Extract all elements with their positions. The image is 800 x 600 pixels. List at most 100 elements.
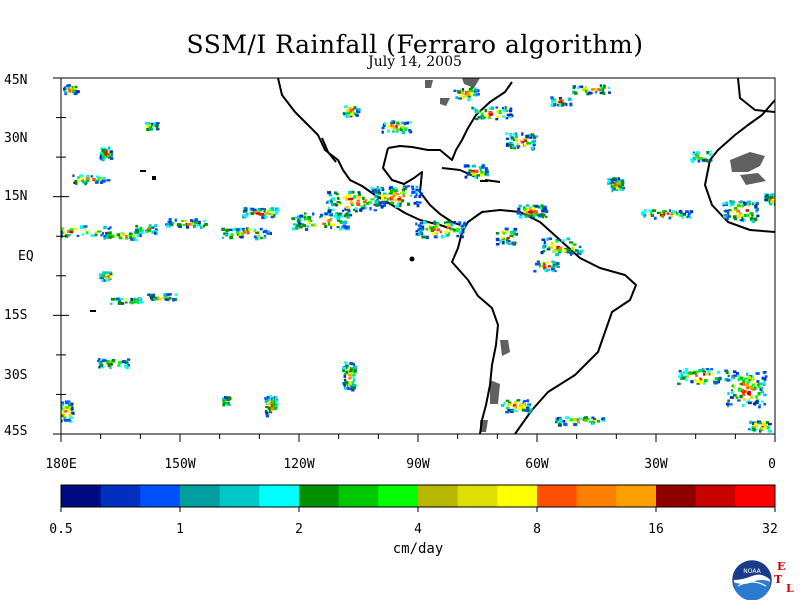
rain-pixel (340, 212, 343, 215)
rain-pixel (500, 404, 505, 407)
rain-pixel (376, 185, 379, 189)
rain-pixel (227, 402, 230, 405)
rain-pixel (139, 297, 142, 301)
rain-pixel (255, 236, 259, 241)
rain-pixel (49, 229, 52, 232)
rain-pixel (764, 198, 768, 202)
rain-pixel (344, 381, 349, 385)
rain-pixel (168, 220, 172, 224)
rain-pixel (353, 363, 356, 366)
rain-pixel (439, 230, 443, 234)
rain-pixel (706, 368, 709, 371)
rain-pixel (753, 382, 758, 385)
rain-pixel (120, 232, 123, 236)
rain-pixel (411, 191, 415, 195)
rain-pixel (339, 228, 343, 231)
rain-pixel (270, 401, 273, 406)
rain-pixel (395, 125, 398, 129)
rain-pixel (299, 214, 303, 218)
rain-pixel (706, 373, 710, 376)
rain-pixel (225, 228, 229, 233)
rain-pixel (696, 151, 699, 155)
rain-pixel (361, 207, 365, 210)
rain-pixel (757, 383, 760, 387)
rain-pixel (110, 156, 114, 160)
rain-pixel (394, 189, 398, 193)
rain-pixel (509, 234, 514, 237)
rain-pixel (516, 399, 520, 402)
rain-pixel (368, 201, 372, 204)
rain-pixel (724, 209, 729, 213)
rain-pixel (380, 186, 384, 190)
rain-pixel (297, 215, 300, 219)
rain-pixel (146, 122, 150, 126)
rain-pixel (400, 125, 405, 129)
rain-pixel (561, 102, 564, 105)
rain-pixel (410, 194, 413, 197)
rain-pixel (519, 405, 524, 409)
rain-pixel (230, 233, 234, 237)
rain-pixel (730, 390, 734, 395)
rain-pixel (265, 211, 269, 215)
rain-pixel (63, 87, 66, 91)
rain-pixel (601, 417, 606, 420)
rain-pixel (294, 216, 299, 219)
rain-pixel (330, 202, 334, 206)
rain-pixel (63, 413, 66, 417)
rain-pixel (255, 231, 260, 234)
rain-pixel (563, 102, 566, 105)
rain-pixel (350, 198, 353, 202)
rain-pixel (323, 216, 326, 219)
rain-pixel (351, 381, 354, 385)
rain-pixel (531, 146, 534, 149)
rain-pixel (747, 204, 750, 208)
colorbar-frame (60, 484, 776, 508)
rain-pixel (418, 194, 422, 198)
rain-pixel (63, 409, 68, 413)
rain-pixel (486, 173, 490, 177)
rain-pixel (659, 211, 664, 214)
rain-pixel (757, 420, 761, 423)
rain-pixel (752, 421, 756, 425)
rain-pixel (223, 232, 226, 235)
rain-pixel (139, 231, 144, 234)
rain-pixel (69, 228, 74, 231)
rain-pixel (154, 231, 157, 235)
rain-pixel (163, 293, 166, 297)
rain-pixel (331, 223, 336, 227)
rain-pixel (739, 214, 744, 217)
rain-pixel (607, 181, 610, 185)
rain-pixel (327, 218, 332, 222)
rain-pixel (185, 225, 190, 229)
rain-pixel (103, 155, 108, 159)
rain-pixel (555, 253, 560, 257)
rain-pixel (42, 227, 45, 230)
rain-pixel (274, 401, 278, 404)
rain-pixel (685, 371, 689, 375)
lat-label-30n: 30N (4, 131, 28, 146)
rain-pixel (572, 421, 576, 425)
rain-pixel (125, 235, 128, 239)
rain-pixel (705, 159, 709, 163)
rain-pixel (544, 268, 547, 272)
rain-pixel (348, 193, 351, 198)
rain-pixel (188, 223, 192, 227)
rain-pixel (98, 362, 102, 365)
rain-pixel (749, 217, 754, 220)
rain-pixel (746, 386, 750, 390)
rain-pixel (260, 207, 264, 211)
missing-data-shading (425, 78, 766, 432)
rain-pixel (747, 401, 752, 405)
rain-pixel (511, 136, 515, 140)
rain-pixel (334, 191, 338, 195)
rain-pixel (110, 302, 113, 305)
rain-pixel (503, 402, 506, 405)
rain-pixel (754, 403, 757, 406)
rain-pixel (498, 110, 502, 114)
rain-pixel (686, 374, 690, 378)
rain-pixel (380, 194, 385, 198)
rain-pixel (70, 402, 74, 406)
rain-pixel (101, 179, 106, 183)
rain-pixel (476, 92, 480, 96)
rain-pixel (741, 388, 744, 392)
